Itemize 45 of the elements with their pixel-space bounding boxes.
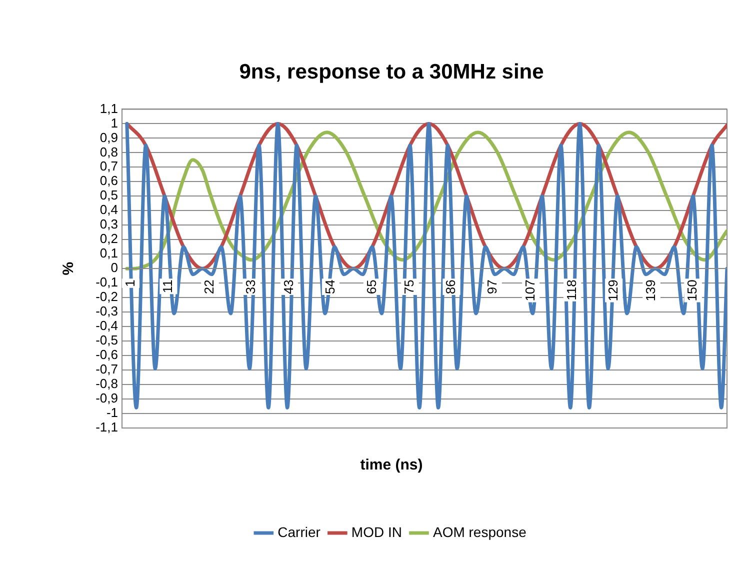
y-tick-label: -0,5 <box>96 332 118 348</box>
y-tick-label: 1 <box>110 115 118 130</box>
x-tick-label: 1 <box>122 280 138 287</box>
y-tick-label: 0 <box>110 260 118 276</box>
x-tick-label: 86 <box>443 280 458 294</box>
chart-title: 9ns, response to a 30MHz sine <box>239 60 544 84</box>
x-tick-label: 43 <box>280 280 296 294</box>
y-tick-label: -1,1 <box>96 420 118 435</box>
legend-label: MOD IN <box>351 524 402 540</box>
y-axis-title: % <box>60 262 78 276</box>
y-tick-label: -0,2 <box>96 289 118 304</box>
y-tick-label: 1,1 <box>100 100 118 116</box>
line-series <box>125 122 727 410</box>
x-axis-title: time (ns) <box>360 456 423 474</box>
y-tick-label: -0,7 <box>96 362 118 377</box>
x-tick-label: 118 <box>564 280 579 300</box>
y-tick-label: 0,3 <box>100 216 118 232</box>
x-tick-label: 97 <box>484 280 500 294</box>
y-tick-label: 0,7 <box>100 158 118 174</box>
x-tick-label: 75 <box>402 280 417 294</box>
x-tick-label: 33 <box>243 280 258 294</box>
x-tick-label: 107 <box>522 280 538 302</box>
y-tick-label: 0,1 <box>100 246 118 261</box>
y-tick-label: -1 <box>106 405 118 420</box>
y-tick-label: -0,1 <box>96 274 118 290</box>
legend-label: Carrier <box>278 524 321 540</box>
y-tick-label: -0,4 <box>96 318 118 334</box>
y-tick-label: 0,8 <box>100 144 118 160</box>
x-tick-label: 11 <box>160 280 176 294</box>
y-tick-label: 0,2 <box>100 231 118 246</box>
y-tick-label: 0,5 <box>100 188 118 203</box>
y-tick-label: 0,9 <box>100 130 118 145</box>
x-tick-label: 54 <box>322 280 338 294</box>
x-tick-label: 139 <box>643 280 658 302</box>
y-tick-label: -0,3 <box>96 304 118 319</box>
y-tick-label: -0,9 <box>96 390 118 406</box>
y-tick-label: -0,6 <box>96 347 118 362</box>
x-tick-label: 22 <box>202 280 217 294</box>
y-tick-label: 0,6 <box>100 173 118 188</box>
legend-label: AOM response <box>432 524 527 540</box>
y-tick-label: -0,8 <box>96 376 118 392</box>
y-tick-label: 0,4 <box>100 202 118 218</box>
x-tick-label: 150 <box>684 280 700 302</box>
x-tick-label: 65 <box>364 280 379 294</box>
x-tick-label: 129 <box>605 280 620 302</box>
